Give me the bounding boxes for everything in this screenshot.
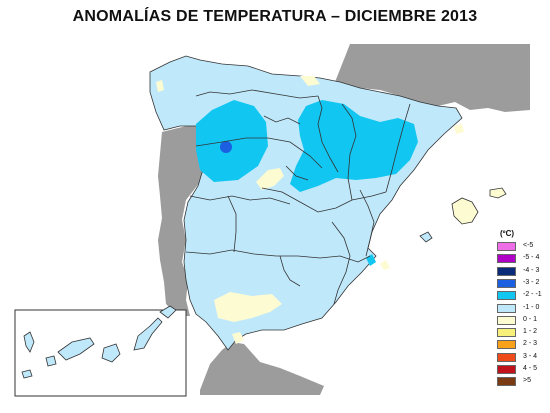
legend-swatch <box>497 254 516 264</box>
legend-label: 4 - 5 <box>523 365 538 372</box>
legend-label: 0 - 1 <box>523 315 538 323</box>
menorca-island <box>489 187 507 199</box>
gran-canaria-island <box>101 343 121 363</box>
legend-label: -1 - 0 <box>523 303 540 311</box>
anomaly-patch-galicia <box>156 80 164 92</box>
legend-swatch <box>497 242 516 251</box>
legend-swatch <box>497 303 516 313</box>
legend-item: -2 - -1 <box>497 291 549 301</box>
ibiza-island <box>419 231 433 243</box>
la-gomera-island <box>45 355 57 367</box>
anomaly-patch-andalucia-west <box>214 292 282 322</box>
region-borders <box>185 89 411 305</box>
anomaly-patch-castilla <box>256 168 284 190</box>
legend-item: 4 - 5 <box>497 365 549 375</box>
anomaly-patch-gibraltar <box>232 332 244 344</box>
anomaly-patch-castilla-leon <box>196 100 268 182</box>
legend-swatch <box>497 352 516 362</box>
legend-label: 1 - 2 <box>523 328 538 336</box>
legend-swatch <box>497 278 516 288</box>
legend-item: 3 - 4 <box>497 352 549 363</box>
fuerteventura-island <box>133 317 163 351</box>
legend-label: -5 - 4 <box>523 254 540 262</box>
anomaly-spot-leon <box>220 141 232 153</box>
legend-swatch <box>497 266 516 276</box>
canary-islands <box>21 305 177 379</box>
legend-label: -3 - 2 <box>523 278 540 286</box>
legend-label: 3 - 4 <box>523 352 538 360</box>
legend-item: <-5 <box>497 242 549 252</box>
legend-item: >5 <box>497 377 549 387</box>
legend-item: 0 - 1 <box>497 315 549 326</box>
legend-item: 2 - 3 <box>497 340 549 350</box>
legend-label: 2 - 3 <box>523 340 538 348</box>
legend-swatch <box>497 328 516 338</box>
anomaly-patch-cataluna <box>454 124 464 134</box>
france-land <box>335 44 530 112</box>
tenerife-island <box>57 337 95 361</box>
mallorca-island <box>451 197 479 225</box>
anomaly-patch-levante <box>380 260 390 270</box>
lanzarote-island <box>159 305 177 319</box>
map-title: ANOMALÍAS DE TEMPERATURA – DICIEMBRE 201… <box>72 8 478 25</box>
legend-item: -5 - 4 <box>497 254 549 264</box>
legend-unit: (ºC) <box>500 229 515 238</box>
legend-swatch <box>497 365 516 374</box>
el-hierro-island <box>21 369 33 379</box>
legend-label: <-5 <box>523 242 534 249</box>
legend-item: 1 - 2 <box>497 328 549 338</box>
legend-swatch <box>497 340 516 350</box>
legend-swatch <box>497 377 516 387</box>
morocco-land <box>200 342 324 395</box>
anomaly-patch-cantabria <box>300 76 320 86</box>
legend-item: -1 - 0 <box>497 303 549 314</box>
legend-swatch <box>497 291 516 301</box>
legend-item: -3 - 2 <box>497 278 549 289</box>
legend-label: -2 - -1 <box>523 291 542 299</box>
legend-label: -4 - 3 <box>523 266 540 274</box>
legend-item: -4 - 3 <box>497 266 549 277</box>
legend-label: >5 <box>523 377 531 385</box>
portugal-land <box>158 124 206 316</box>
legend-swatch <box>497 315 516 325</box>
anomaly-patch-ebro <box>290 100 418 192</box>
la-palma-island <box>23 331 35 353</box>
